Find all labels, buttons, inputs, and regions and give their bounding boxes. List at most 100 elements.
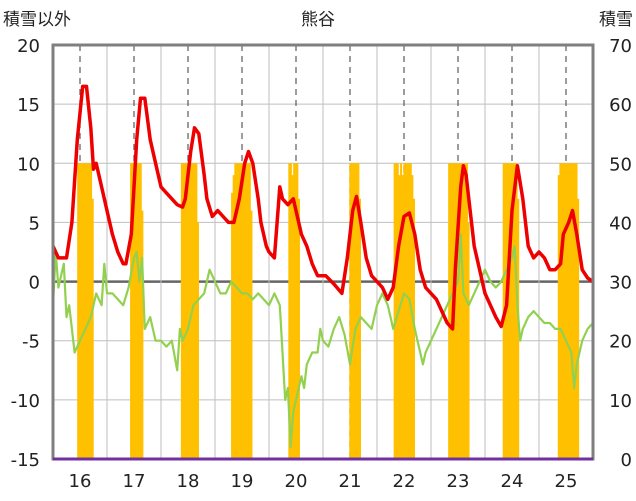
snow-bar (359, 198, 361, 459)
snow-bar (188, 163, 191, 460)
snow-bar (570, 163, 573, 460)
snow-bar (182, 163, 185, 460)
snow-bar (187, 163, 190, 460)
snow-bar (141, 210, 144, 459)
snow-bar (507, 163, 510, 460)
snow-bar (296, 163, 299, 460)
right-tick-label: 30 (609, 273, 632, 294)
right-tick-label: 20 (609, 332, 632, 353)
snow-bar (352, 163, 355, 460)
snow-bar (448, 163, 451, 460)
snow-bar (557, 175, 560, 459)
snow-bar (467, 222, 470, 459)
right-tick-label: 60 (609, 95, 632, 116)
left-tick-label: 10 (17, 154, 40, 175)
snow-bar (248, 163, 251, 460)
right-tick-label: 0 (621, 450, 632, 471)
snow-bar (136, 163, 139, 460)
snow-bar (242, 163, 245, 460)
snow-bar (294, 163, 297, 460)
snow-bar (401, 175, 404, 459)
x-tick-label: 20 (285, 471, 308, 492)
snow-bar (559, 163, 562, 460)
x-tick-label: 16 (69, 471, 92, 492)
snow-bar (572, 163, 575, 460)
snow-bar (393, 163, 396, 460)
x-tick-label: 23 (447, 471, 470, 492)
snow-bar (465, 163, 468, 460)
snow-bar (239, 163, 242, 460)
snow-bar (403, 163, 406, 460)
right-tick-label: 40 (609, 213, 632, 234)
snow-bar (561, 163, 563, 460)
snow-bar (512, 163, 515, 460)
snow-bar (193, 163, 196, 460)
snow-bar (449, 163, 452, 460)
snow-bar (456, 163, 459, 460)
snow-bar (400, 163, 403, 460)
snow-bar (298, 198, 300, 459)
snow-bar (567, 163, 570, 460)
snow-bar (562, 163, 565, 460)
snow-bar (575, 163, 578, 460)
snow-bar (78, 163, 81, 460)
snow-bars (77, 163, 580, 460)
snow-bar (235, 163, 238, 460)
snow-bar (231, 192, 234, 459)
snow-bar (514, 163, 516, 460)
snow-bar (134, 163, 137, 460)
series-line-red (51, 84, 594, 331)
snow-bar (77, 163, 80, 460)
snow-bar (197, 222, 199, 459)
x-tick-label: 24 (501, 471, 524, 492)
snow-bar (82, 163, 84, 460)
snow-bar (569, 163, 572, 460)
snow-bar (573, 163, 576, 460)
snow-bar (515, 163, 518, 460)
x-tick-label: 22 (393, 471, 416, 492)
snow-bar (133, 163, 136, 460)
x-tick-label: 25 (555, 471, 578, 492)
snow-bar (577, 198, 580, 459)
snow-bar (291, 175, 294, 459)
snow-bar (459, 163, 462, 460)
snow-bar (461, 163, 464, 460)
snow-bar (247, 163, 250, 460)
snow-bar (184, 163, 187, 460)
left-axis-label: 積雪以外 (3, 10, 71, 30)
series-lines (51, 84, 594, 449)
snow-bar (138, 163, 141, 460)
snow-bar (349, 163, 352, 460)
right-tick-label: 10 (609, 391, 632, 412)
snow-bar (88, 163, 91, 460)
snow-bar (395, 163, 398, 460)
right-tick-label: 50 (609, 154, 632, 175)
x-tick-label: 21 (339, 471, 362, 492)
left-tick-label: -5 (22, 332, 40, 353)
left-tick-label: 5 (29, 213, 40, 234)
snow-bar (91, 198, 94, 459)
snow-bar (408, 163, 411, 460)
snow-bar (131, 163, 134, 460)
right-axis-label: 積雪 (599, 10, 633, 30)
left-tick-label: 0 (29, 273, 40, 294)
snow-bar (232, 175, 235, 459)
snow-bar (509, 163, 512, 460)
left-tick-label: -10 (11, 391, 40, 412)
snow-bar (250, 210, 253, 459)
snow-bar (80, 163, 83, 460)
snow-bar (244, 163, 246, 460)
series-line-green (51, 233, 594, 449)
snow-bar (454, 163, 457, 460)
snow-bar (462, 163, 465, 460)
snow-bar (195, 163, 198, 460)
left-tick-label: -15 (11, 450, 40, 471)
snow-bar (505, 163, 508, 460)
snow-bar (404, 163, 407, 460)
snow-bar (289, 163, 292, 460)
snow-bar (457, 163, 460, 460)
x-tick-label: 18 (177, 471, 200, 492)
snow-bar (288, 163, 291, 460)
